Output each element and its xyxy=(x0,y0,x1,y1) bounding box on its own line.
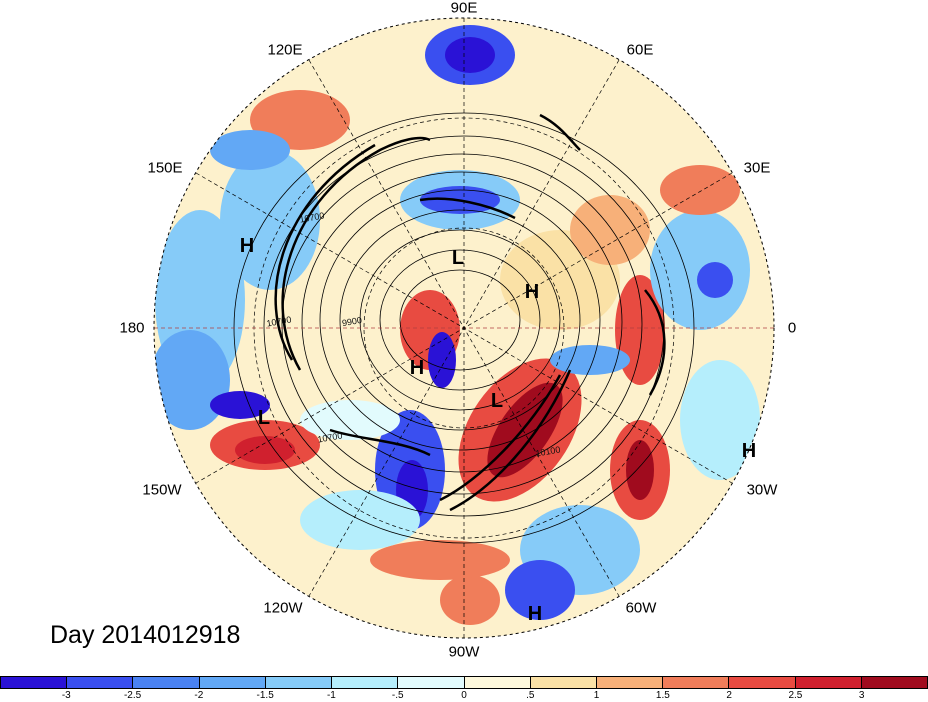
low-pressure-marker: L xyxy=(451,247,465,269)
colorbar-tick-label: 1.5 xyxy=(655,690,670,701)
longitude-label-150e: 150E xyxy=(147,159,183,177)
colorbar-segment xyxy=(596,677,664,688)
map-boundary xyxy=(153,17,775,639)
colorbar-tick-label: -3 xyxy=(61,690,71,701)
colorbar-tick-label: 3 xyxy=(858,690,865,701)
longitude-label-90e: 90E xyxy=(450,0,478,17)
high-pressure-marker: H xyxy=(239,235,255,257)
colorbar-segment xyxy=(464,677,531,688)
colorbar-segment xyxy=(133,677,200,688)
colorbar-tick-label: -1 xyxy=(326,690,336,701)
high-pressure-marker: H xyxy=(409,357,425,379)
longitude-label-60w: 60W xyxy=(625,599,657,617)
colorbar-tick-label: -1.5 xyxy=(256,690,274,701)
colorbar-segment xyxy=(67,677,134,688)
anomaly-shading xyxy=(154,25,760,625)
colorbar-tick-label: -2.5 xyxy=(123,690,142,701)
colorbar-segment xyxy=(530,677,597,688)
low-pressure-marker: L xyxy=(490,390,504,412)
longitude-label-90w: 90W xyxy=(448,643,480,661)
colorbar xyxy=(0,676,928,689)
longitude-label-180: 180 xyxy=(119,319,145,337)
colorbar-segment xyxy=(795,677,862,688)
low-pressure-marker: L xyxy=(257,407,271,429)
colorbar-segment xyxy=(663,677,730,688)
longitude-label-120w: 120W xyxy=(263,599,303,617)
colorbar-segment xyxy=(729,677,796,688)
longitude-label-60e: 60E xyxy=(626,41,654,59)
longitude-label-0: 0 xyxy=(787,319,797,337)
longitude-label-30w: 30W xyxy=(746,481,778,499)
colorbar-segment xyxy=(265,677,333,688)
high-pressure-marker: H xyxy=(527,603,543,625)
colorbar-tick-label: 2 xyxy=(726,690,732,701)
jet-stream-contours xyxy=(274,113,666,512)
colorbar-tick-label: 2.5 xyxy=(788,690,803,701)
colorbar-segment xyxy=(332,677,399,688)
colorbar-tick-label: .5 xyxy=(526,690,535,701)
colorbar-tick-label: 1 xyxy=(593,690,600,701)
high-pressure-marker: H xyxy=(524,281,540,303)
map-title: Day 2014012918 xyxy=(50,621,241,649)
colorbar-segment xyxy=(199,677,266,688)
colorbar-segment xyxy=(861,677,928,688)
longitude-label-30e: 30E xyxy=(743,159,771,177)
longitude-label-120e: 120E xyxy=(267,41,303,59)
colorbar-tick-label: 0 xyxy=(461,690,467,701)
longitude-label-150w: 150W xyxy=(142,481,182,499)
graticule xyxy=(154,18,774,638)
colorbar-segment xyxy=(1,677,68,688)
colorbar-segment xyxy=(398,677,465,688)
high-pressure-marker: H xyxy=(741,440,757,462)
colorbar-tick-label: -.5 xyxy=(391,690,404,701)
colorbar-tick-label: -2 xyxy=(194,690,204,701)
